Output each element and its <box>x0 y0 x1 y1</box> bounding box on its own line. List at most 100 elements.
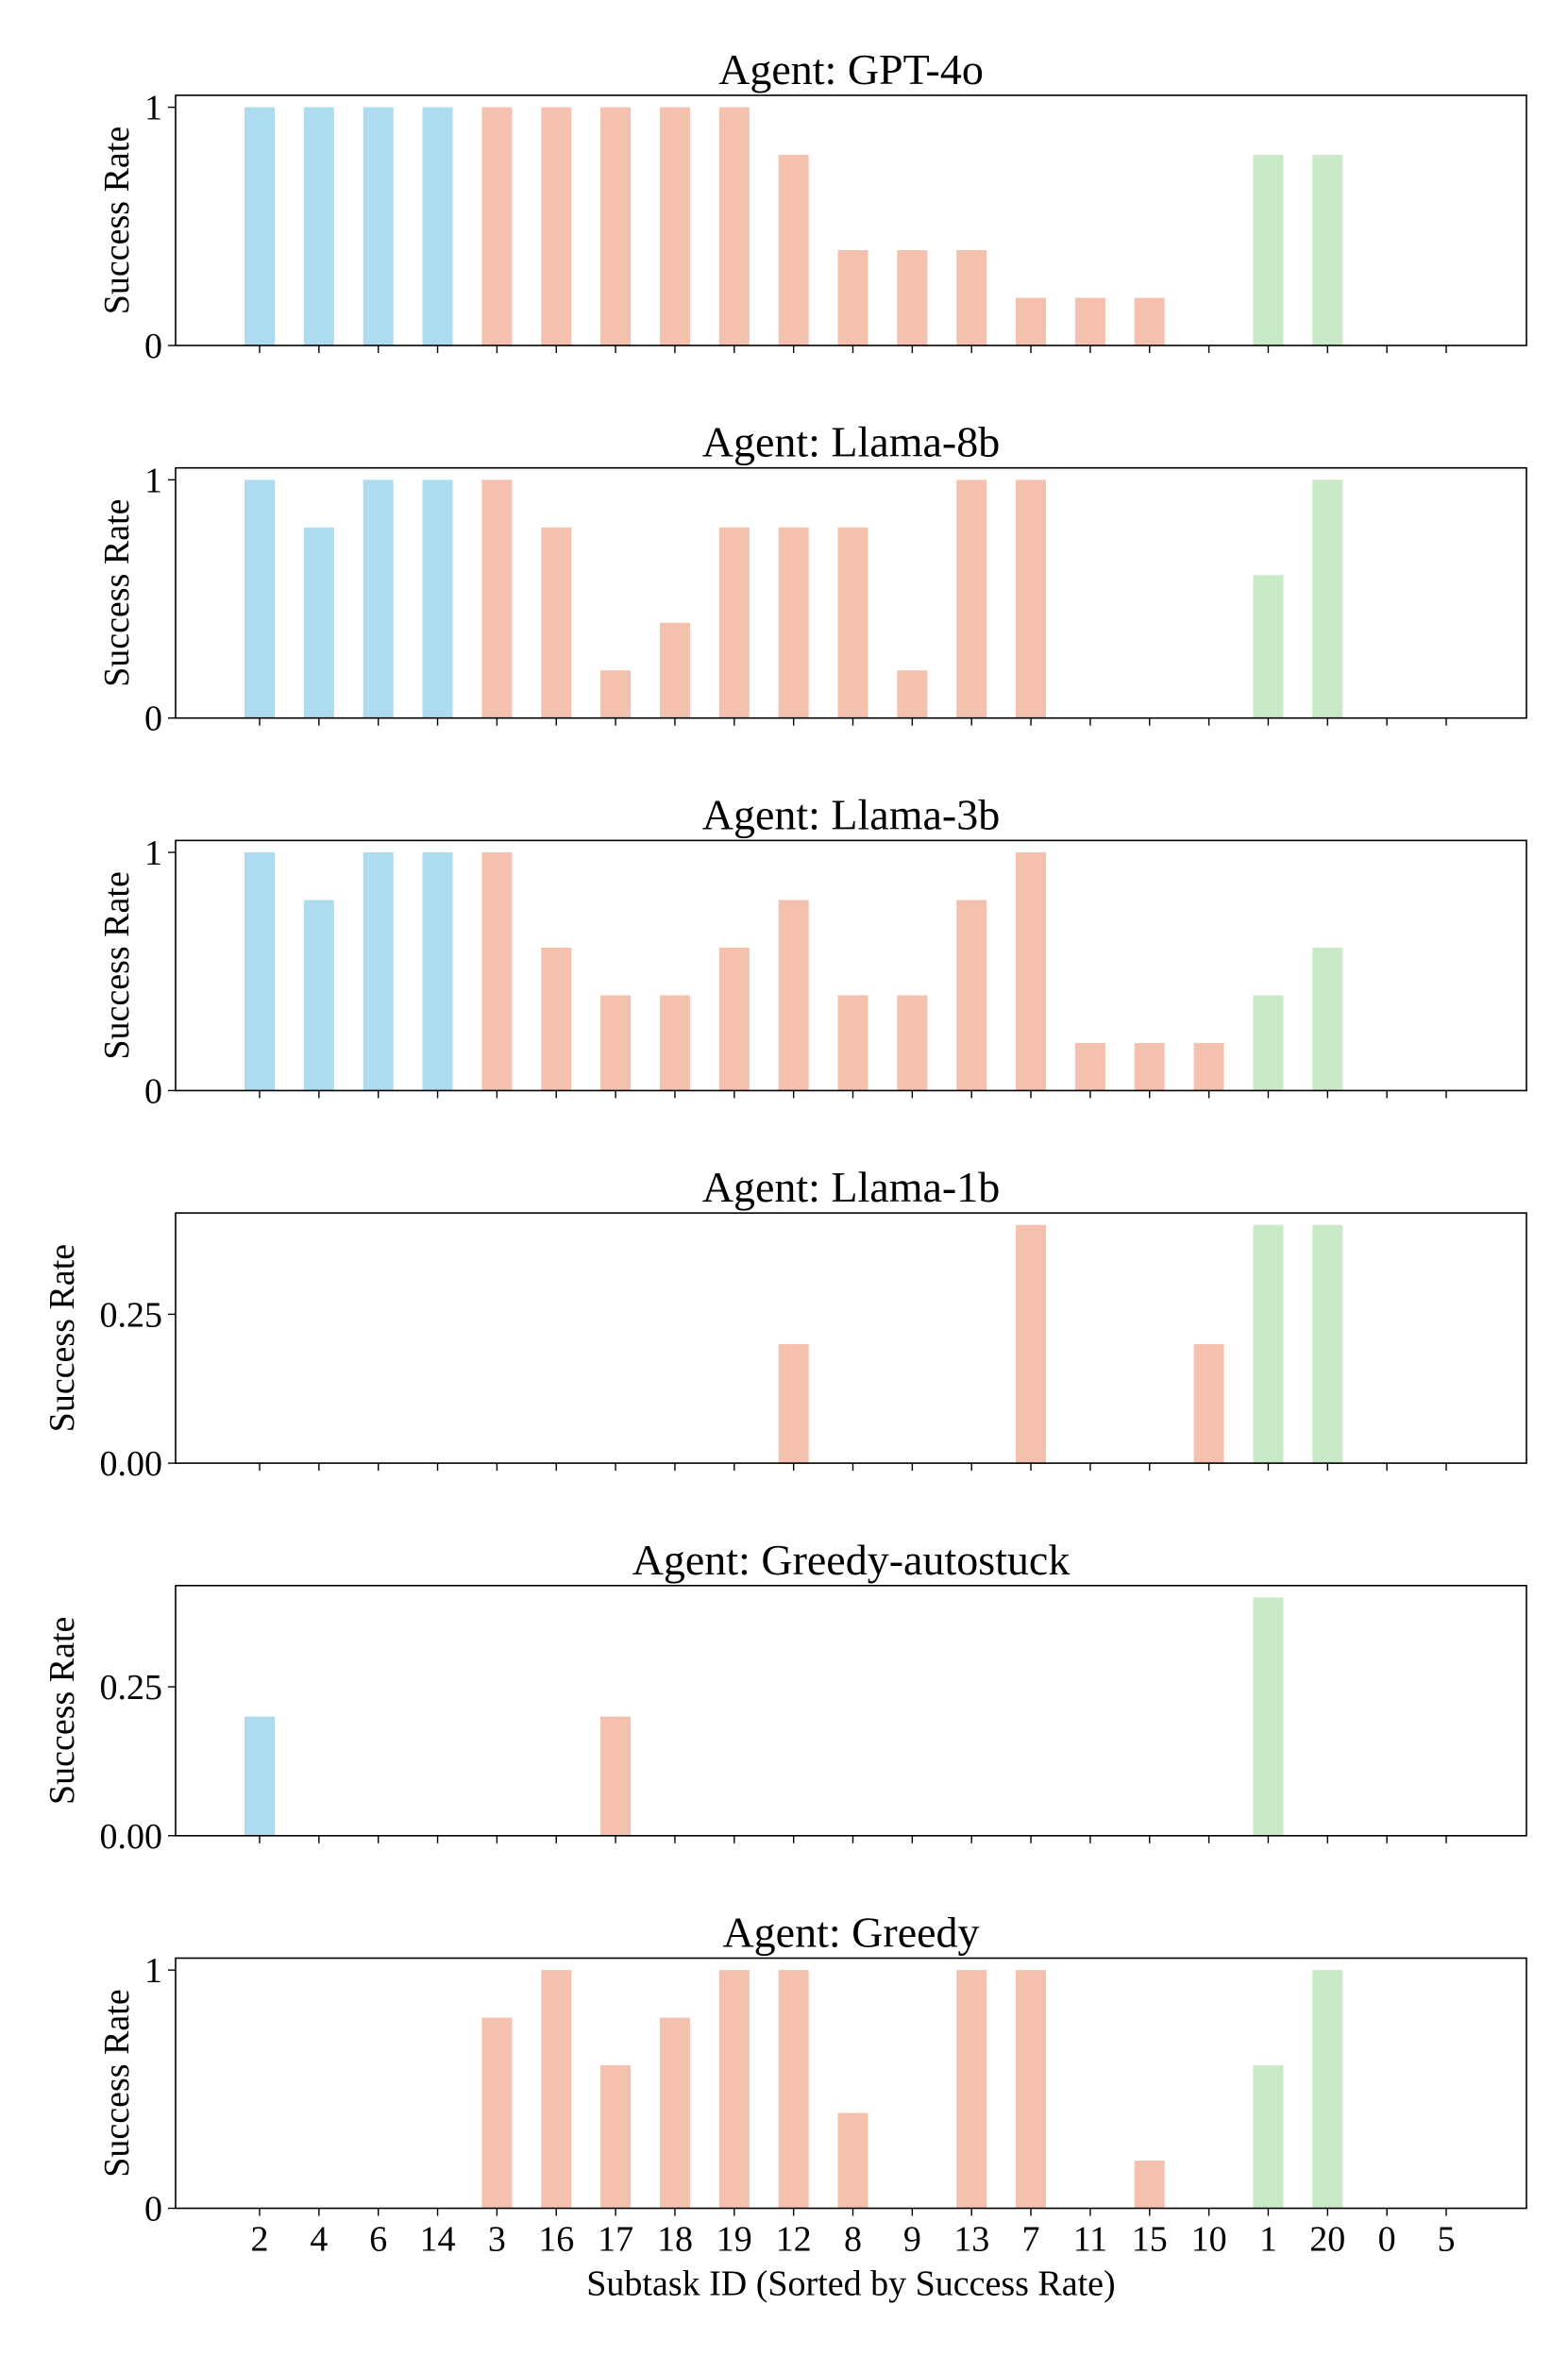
x-tick-label-19: 19 <box>717 2220 752 2260</box>
axes-frame <box>175 94 1527 346</box>
bar-7 <box>1016 297 1047 345</box>
bar-10 <box>1193 1343 1224 1464</box>
bar-2 <box>244 107 275 346</box>
subplot-6: 2 4 6 14 3 16 17 18 19 12 8 9 13 7 11 15 10 1 20 0 5Subtask … <box>97 1909 1527 2304</box>
y-tick-label: 0.25 <box>100 1295 163 1335</box>
bar-7 <box>1016 1224 1047 1464</box>
bar-9 <box>897 250 928 345</box>
x-tick-label-13: 13 <box>953 2220 989 2260</box>
bar-18 <box>659 622 690 718</box>
bar-20 <box>1312 155 1343 345</box>
y-axis-label: Success Rate <box>42 1617 82 1805</box>
x-axis-label: Subtask ID (Sorted by Success Rate) <box>586 2264 1115 2304</box>
bar-12 <box>778 900 809 1091</box>
subplot-title: Agent: GPT-4o <box>718 45 984 93</box>
bar-19 <box>718 1970 750 2209</box>
x-tick-label-0: 0 <box>1378 2220 1396 2260</box>
bar-1 <box>1253 1597 1284 1836</box>
bar-3 <box>481 480 513 718</box>
bar-20 <box>1312 1224 1343 1464</box>
bar-12 <box>778 527 809 718</box>
bar-15 <box>1134 1042 1165 1091</box>
x-tick-label-14: 14 <box>420 2220 456 2260</box>
x-tick-label-18: 18 <box>657 2220 693 2260</box>
x-tick-label-1: 1 <box>1259 2220 1277 2260</box>
bar-12 <box>778 1343 809 1464</box>
bar-9 <box>897 670 928 718</box>
bar-18 <box>659 995 690 1091</box>
x-tick-label-2: 2 <box>251 2220 269 2260</box>
bar-4 <box>303 527 334 718</box>
bar-11 <box>1074 297 1105 345</box>
y-tick-label: 1 <box>144 1951 162 1991</box>
x-tick-label-20: 20 <box>1309 2220 1345 2260</box>
y-tick-label: 0 <box>144 2190 162 2230</box>
bar-20 <box>1312 1970 1343 2209</box>
bar-17 <box>600 670 632 718</box>
bar-17 <box>600 2065 632 2209</box>
bar-6 <box>362 480 394 718</box>
x-tick-label-3: 3 <box>488 2220 506 2260</box>
bar-14 <box>422 480 453 718</box>
x-tick-label-6: 6 <box>369 2220 387 2260</box>
y-axis-label: Success Rate <box>97 1989 137 2177</box>
subplot-title: Agent: Llama-3b <box>702 790 1001 838</box>
y-tick-label: 0.00 <box>100 1817 163 1857</box>
bar-18 <box>659 107 690 346</box>
x-tick-label-15: 15 <box>1132 2220 1168 2260</box>
bar-17 <box>600 1716 632 1836</box>
bar-16 <box>541 947 572 1091</box>
bar-8 <box>837 527 868 718</box>
bar-19 <box>718 947 750 1091</box>
bar-3 <box>481 852 513 1091</box>
bar-7 <box>1016 852 1047 1091</box>
bar-1 <box>1253 575 1284 718</box>
bar-17 <box>600 995 632 1091</box>
y-tick-label: 0 <box>144 327 162 366</box>
bar-3 <box>481 2017 513 2209</box>
x-tick-label-7: 7 <box>1022 2220 1040 2260</box>
bar-13 <box>956 250 987 345</box>
bar-20 <box>1312 480 1343 718</box>
bar-7 <box>1016 1970 1047 2209</box>
bar-12 <box>778 1970 809 2209</box>
x-tick-label-10: 10 <box>1191 2220 1227 2260</box>
x-tick-label-4: 4 <box>310 2220 328 2260</box>
x-tick-label-17: 17 <box>598 2220 633 2260</box>
subplot-title: Agent: Llama-8b <box>702 418 1001 466</box>
subplot-5: 0.00 0.25 Success Rate Agent: Greedy-autost… <box>42 1536 1527 1857</box>
bar-19 <box>718 107 750 346</box>
bar-11 <box>1074 1042 1105 1091</box>
bar-15 <box>1134 2161 1165 2209</box>
subplot-title: Agent: Llama-1b <box>702 1163 1001 1211</box>
bar-16 <box>541 107 572 346</box>
axes-frame <box>175 839 1527 1092</box>
y-axis-label: Success Rate <box>97 126 137 314</box>
bar-1 <box>1253 2065 1284 2209</box>
axes-frame <box>175 1585 1527 1837</box>
bar-14 <box>422 852 453 1091</box>
x-tick-label-16: 16 <box>538 2220 574 2260</box>
y-axis-label: Success Rate <box>97 871 137 1059</box>
x-tick-label-8: 8 <box>844 2220 862 2260</box>
axes-frame <box>175 1957 1527 2210</box>
bar-14 <box>422 107 453 346</box>
bar-18 <box>659 2017 690 2209</box>
bar-10 <box>1193 1042 1224 1091</box>
y-tick-label: 1 <box>144 833 162 873</box>
axes-frame <box>175 466 1527 719</box>
bar-4 <box>303 107 334 346</box>
x-tick-label-5: 5 <box>1438 2220 1456 2260</box>
bar-19 <box>718 527 750 718</box>
subplot-title: Agent: Greedy <box>722 1909 979 1957</box>
bar-13 <box>956 480 987 718</box>
x-tick-label-9: 9 <box>903 2220 921 2260</box>
y-tick-label: 0 <box>144 1071 162 1111</box>
y-tick-label: 0.25 <box>100 1668 163 1708</box>
subplot-title: Agent: Greedy-autostuck <box>632 1536 1071 1584</box>
axes-frame <box>175 1212 1527 1464</box>
y-tick-label: 1 <box>144 461 162 500</box>
